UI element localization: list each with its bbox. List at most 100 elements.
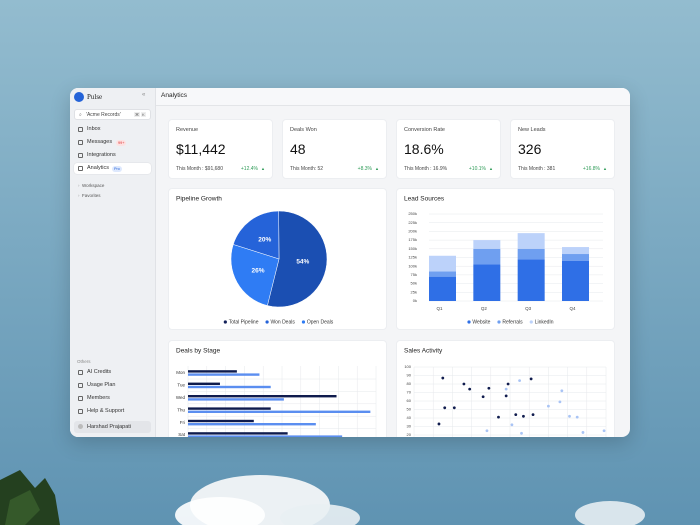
x-tick-label: Q1 (436, 306, 443, 311)
nav-group[interactable]: › Workspace (78, 183, 105, 188)
y-tick-label: 100 (404, 364, 411, 369)
bar (188, 370, 237, 373)
legend-label: Total Pipeline (229, 319, 259, 325)
bar (188, 373, 260, 376)
y-tick-label: 75k (411, 272, 417, 277)
y-tick-label: Fri (180, 420, 185, 425)
group-label: Workspace (82, 183, 105, 188)
chart: Lead Sources 0k 25k 50k 75k 100k 125k 150k 175k 2… (404, 196, 603, 325)
bar (188, 435, 343, 437)
section-label: Others (77, 359, 91, 364)
y-tick-label: 50 (407, 407, 412, 412)
bar (188, 419, 254, 423)
stat-label: Revenue (176, 127, 199, 133)
slice-label: 26% (252, 267, 265, 274)
bar-segment (473, 264, 501, 301)
nav-item[interactable]: Members (74, 393, 151, 404)
y-tick-label: Sat (178, 432, 186, 437)
y-tick-label: 80 (407, 381, 412, 386)
y-tick-label: 60 (407, 398, 412, 403)
bar-segment (562, 260, 589, 301)
scatter-point (452, 406, 456, 410)
y-tick-label: 250k (408, 211, 417, 216)
bar-segment (429, 255, 456, 272)
bar (188, 423, 316, 426)
nav-item[interactable]: Integrations (74, 150, 151, 161)
chart-title: Pipeline Growth (176, 196, 222, 203)
search-text: 'Acme Records' (86, 112, 121, 118)
bar (188, 385, 271, 389)
slice-label: 20% (258, 236, 271, 243)
nav-group[interactable]: › Favorites (78, 193, 101, 198)
stat-sub: This Month : 381 (518, 166, 556, 172)
change-arrow: ▲ (489, 166, 493, 171)
stat-label: Deals Won (290, 127, 317, 133)
slice-label: 54% (296, 259, 309, 266)
legend-label: Won Deals (270, 319, 295, 325)
nav-label: Inbox (87, 126, 101, 132)
stat-value: 326 (518, 141, 542, 157)
nav-item[interactable]: AI Credits (74, 367, 151, 378)
y-tick-label: 125k (408, 255, 417, 260)
bar (188, 395, 337, 398)
scatter-point (504, 387, 508, 391)
collapse-button[interactable]: « (142, 92, 146, 98)
page-title: Analytics (161, 92, 188, 99)
legend-label: Open Deals (307, 319, 334, 325)
y-tick-label: 50k (411, 281, 417, 286)
pie-slice (232, 210, 280, 260)
scatter-point (497, 415, 500, 419)
legend-swatch (301, 320, 306, 324)
legend-swatch (529, 320, 533, 324)
scatter-point (504, 394, 508, 398)
nav-item[interactable]: Inbox (74, 124, 151, 135)
shortcut-key: K (141, 112, 146, 117)
chart-card: Lead Sources 0k 25k 50k 75k 100k 125k 150k 175k 2… (396, 188, 615, 330)
scatter-point (510, 423, 514, 427)
chart-title: Sales Activity (404, 348, 443, 355)
bar-segment (517, 259, 545, 301)
legend-label: Website (472, 319, 490, 325)
x-tick-label: Q2 (481, 306, 488, 311)
legend-swatch (265, 320, 269, 324)
nav-item[interactable]: Messages 99+ (74, 137, 151, 148)
stat-card: New Leads 326 This Month : 381 +16.8% ▲ (510, 119, 615, 179)
change-arrow: ▲ (261, 166, 265, 171)
y-tick-label: Mon (176, 370, 185, 375)
bar-segment (517, 233, 545, 249)
bar-segment (429, 276, 456, 301)
nav-item-active[interactable]: Analytics Pro (74, 163, 151, 174)
user-profile[interactable]: Harshad Prajapati (74, 421, 151, 433)
bar-segment (473, 248, 501, 265)
y-tick-label: 200k (408, 228, 417, 233)
nav-item[interactable]: Usage Plan (74, 380, 151, 391)
nav-label: Usage Plan (87, 382, 116, 388)
brand-name: Pulse (87, 93, 103, 101)
header: Analytics (156, 88, 630, 106)
stat-value: $11,442 (176, 141, 226, 157)
scatter-point (520, 431, 523, 435)
stat-label: Conversion Rate (404, 127, 445, 133)
y-tick-label: 175k (408, 237, 417, 242)
scatter-point (518, 379, 521, 382)
stat-sub: This Month: 52 (290, 166, 324, 172)
bar-segment (562, 247, 589, 255)
stat-change: +8.3% (357, 166, 372, 172)
search-box[interactable]: ⌕ 'Acme Records' ⌘ K (74, 109, 151, 120)
stat-card: Conversion Rate 18.6% This Month : 16.9% +1… (396, 119, 501, 179)
scatter-point (506, 382, 510, 386)
scatter-point (558, 400, 562, 404)
y-tick-label: 40 (407, 415, 412, 420)
bar (188, 432, 288, 435)
scatter-point (441, 376, 445, 380)
nav-label: Integrations (87, 152, 116, 158)
change-arrow: ▲ (375, 166, 379, 171)
y-tick-label: Thu (177, 407, 185, 412)
stat-card: Deals Won 48 This Month: 52 +8.3% ▲ (282, 119, 387, 179)
bar (188, 410, 371, 413)
scatter-point (531, 413, 535, 416)
pie-slice (267, 210, 328, 308)
nav-item[interactable]: Help & Support (74, 406, 151, 417)
y-tick-label: 70 (407, 390, 412, 395)
